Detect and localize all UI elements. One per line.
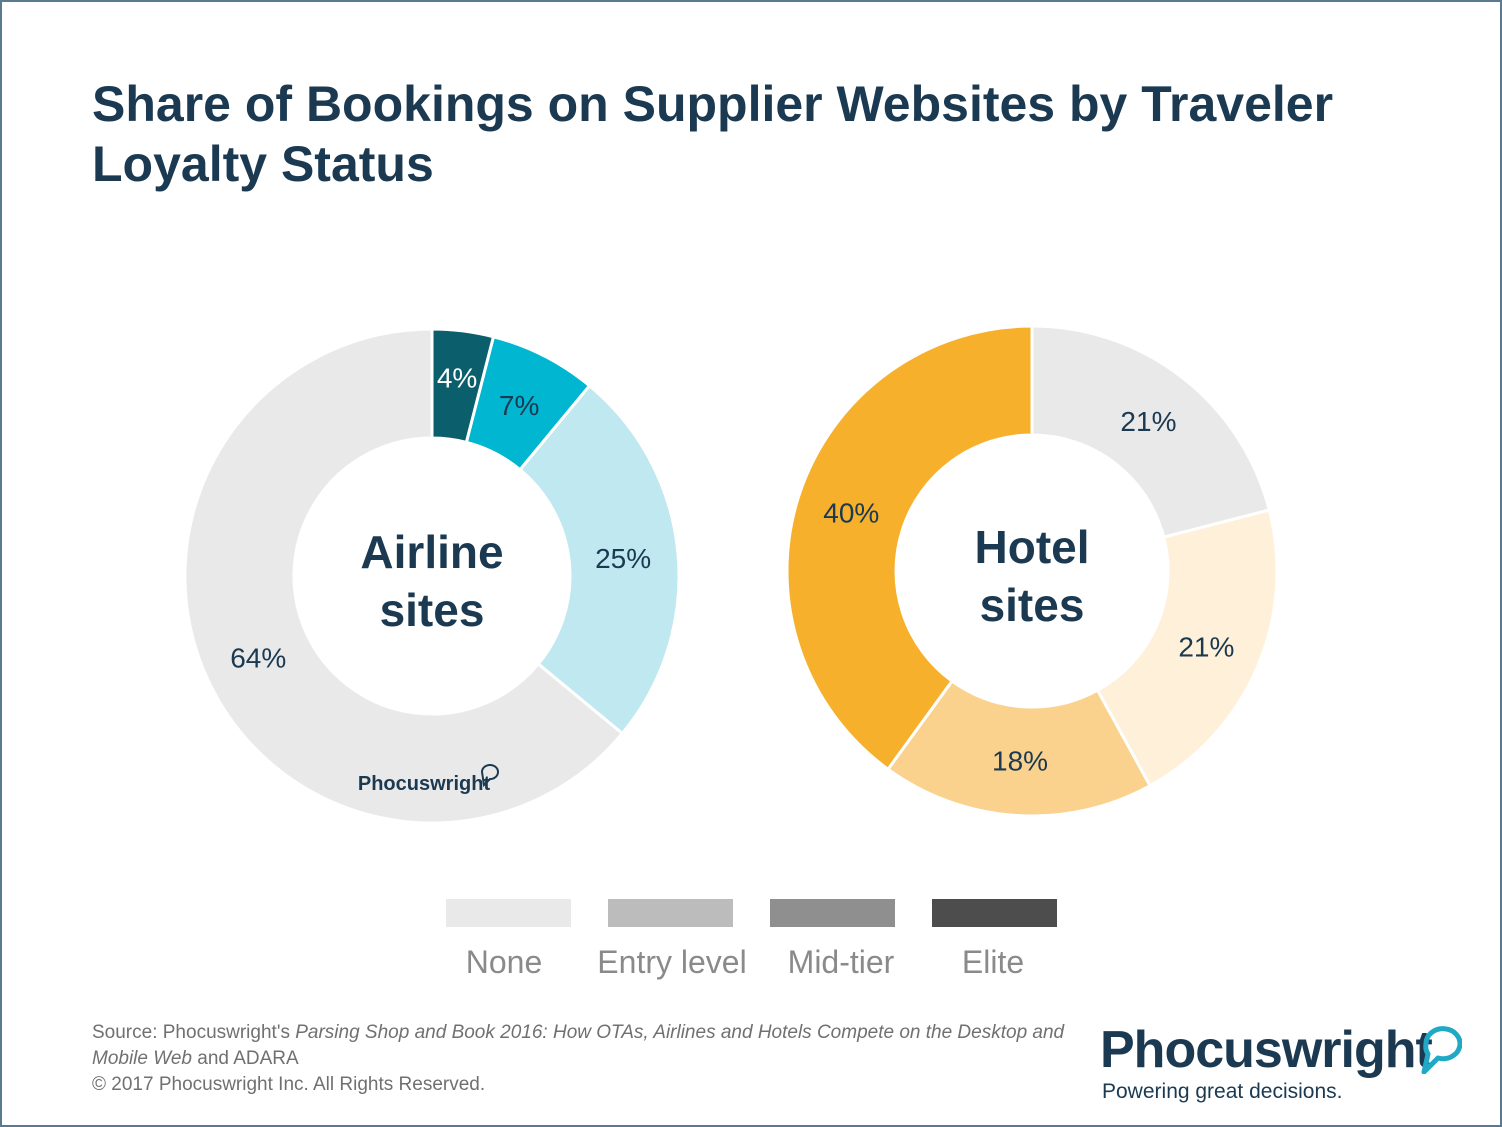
legend-swatch-elite — [932, 899, 1057, 927]
hotel-value-label-mid-tier: 18% — [992, 746, 1048, 777]
copyright-text: © 2017 Phocuswright Inc. All Rights Rese… — [92, 1074, 486, 1095]
airline-value-label-none: 64% — [230, 643, 286, 674]
watermark-text: Phocuswright — [358, 773, 491, 795]
source-note: Source: Phocuswright's Parsing Shop and … — [92, 1020, 1072, 1072]
source-suffix: and ADARA — [191, 1048, 299, 1069]
legend-swatch-mid-tier — [770, 899, 895, 927]
hotel-center-label-line-2: sites — [980, 579, 1085, 631]
airline-slice-none — [183, 327, 625, 825]
hotel-slice-elite — [785, 324, 1034, 772]
hotel-slice-mid-tier — [885, 678, 1153, 818]
watermark-bubble-icon — [480, 764, 499, 788]
legend-label-entry-level: Entry level — [597, 944, 747, 980]
chart-title: Share of Bookings on Supplier Websites b… — [92, 76, 1334, 192]
hotel-value-label-entry-level: 21% — [1178, 631, 1234, 662]
airline-slice-entry-level — [517, 383, 681, 736]
speech-bubble-icon — [1421, 1026, 1462, 1074]
brand-name: Phocuswright — [1100, 1021, 1433, 1079]
airline-center-label-line-2: sites — [380, 584, 485, 636]
legend-label-elite: Elite — [961, 944, 1025, 980]
source-prefix: Source: Phocuswright's — [92, 1022, 296, 1043]
airline-value-label-elite: 4% — [437, 363, 477, 394]
hotel-slice-none — [1030, 324, 1272, 540]
brand-logo: Phocuswright Powering great decisions. — [1100, 1014, 1470, 1114]
chart-watermark: Phocuswright — [358, 764, 499, 795]
airline-value-label-mid-tier: 7% — [499, 390, 539, 421]
airline-donut: 64% 25% 7% 4% Airline sites — [183, 327, 681, 825]
hotel-value-label-elite: 40% — [823, 497, 879, 528]
brand-tagline: Powering great decisions. — [1102, 1080, 1343, 1103]
legend-label-none: None — [465, 944, 543, 980]
hotel-value-label-none: 21% — [1120, 406, 1176, 437]
legend-swatch-none — [446, 899, 571, 927]
legend-label-mid-tier: Mid-tier — [787, 944, 895, 980]
hotel-slice-entry-level — [1095, 508, 1279, 788]
airline-value-label-entry-level: 25% — [595, 543, 651, 574]
hotel-center-label-line-1: Hotel — [975, 521, 1090, 573]
legend-swatch-entry-level — [608, 899, 733, 927]
source-title: Parsing Shop and Book 2016: How OTAs, Ai… — [92, 1022, 1065, 1069]
hotel-donut: 21% 21% 18% 40% Hotel sites — [785, 324, 1279, 818]
airline-slice-elite — [430, 327, 496, 445]
airline-center-label-line-1: Airline — [360, 526, 503, 578]
